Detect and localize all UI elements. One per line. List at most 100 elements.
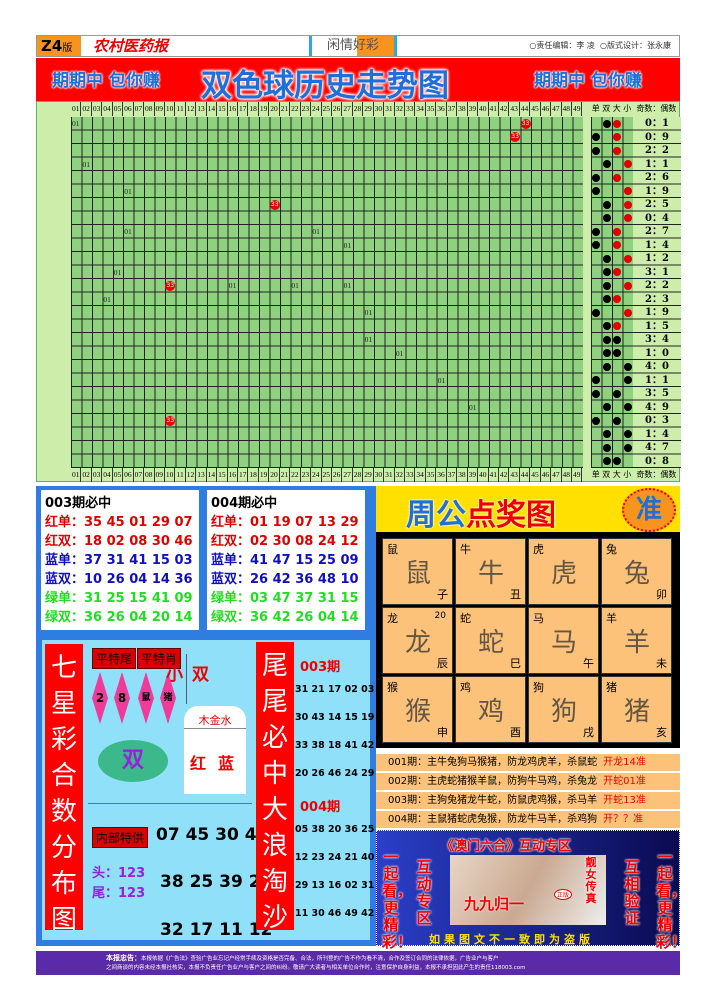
zodiac-name: 羊 bbox=[606, 612, 617, 625]
earthly-branch: 申 bbox=[437, 726, 448, 739]
column-header-number: 43 bbox=[509, 102, 520, 116]
pick-row: 蓝单：41 47 15 25 09 bbox=[211, 551, 365, 570]
black-dot bbox=[602, 362, 611, 371]
number-row: 11 30 46 49 42 bbox=[295, 908, 375, 919]
seven-star-panel: 七星彩合数分布图 平特尾 平特肖 2 8 鼠 猪 双 小 双 木金水 红 蓝 内… bbox=[42, 640, 374, 940]
black-dot bbox=[602, 430, 611, 439]
column-header-number: 41 bbox=[489, 468, 499, 482]
pick-label: 绿单： bbox=[45, 591, 85, 606]
black-dot bbox=[623, 362, 632, 371]
number-marker: 01 bbox=[364, 335, 373, 344]
column-header-number: 45 bbox=[530, 102, 541, 116]
big-small: 小 bbox=[166, 665, 183, 685]
red-dot bbox=[623, 214, 632, 223]
column-name: 闲情好彩 bbox=[309, 36, 397, 56]
black-dot bbox=[613, 457, 622, 466]
number-marker: 01 bbox=[72, 119, 80, 128]
column-header-number: 22 bbox=[290, 468, 301, 482]
pick-row: 蓝双：10 26 04 14 36 bbox=[45, 570, 199, 589]
prediction-result: 开？？准 bbox=[603, 814, 644, 825]
red-dot bbox=[613, 146, 622, 155]
zodiac-illustration: 猪 bbox=[624, 697, 651, 727]
red-label: 红 bbox=[190, 754, 207, 773]
pick-row: 红单：35 45 01 29 07 bbox=[45, 513, 199, 532]
column-header-number: 23 bbox=[301, 468, 312, 482]
pick-numbers: 36 42 26 04 14 bbox=[250, 610, 359, 625]
zodiac-diamond: 猪 bbox=[160, 672, 176, 724]
black-dot bbox=[592, 146, 601, 155]
black-dot bbox=[592, 389, 601, 398]
column-header-number: 36 bbox=[436, 468, 447, 482]
column-header-number: 14 bbox=[207, 468, 218, 482]
column-header-number: 06 bbox=[123, 102, 134, 116]
black-dot bbox=[623, 430, 632, 439]
column-header-number: 13 bbox=[196, 468, 207, 482]
ad-right-inner: 互相验证 bbox=[624, 858, 640, 927]
number-marker: 01 bbox=[124, 227, 132, 236]
pick-numbers: 41 47 15 25 09 bbox=[250, 553, 359, 568]
title-banner: 期期中 包你赚 双色球历史走势图 期期中 包你赚 bbox=[36, 58, 680, 104]
number-row: 33 38 18 41 42 bbox=[295, 740, 375, 751]
zhougong-title: 周公点奖图 bbox=[406, 490, 556, 534]
number-row: 30 43 14 15 19 bbox=[295, 712, 375, 723]
number-marker: 01 bbox=[82, 159, 90, 169]
slogan-right: 期期中 包你赚 bbox=[534, 71, 642, 91]
column-header-number: 16 bbox=[228, 468, 238, 482]
pick-row: 红双：18 02 08 30 46 bbox=[45, 532, 199, 551]
divider bbox=[88, 803, 252, 804]
column-header-number: 38 bbox=[457, 102, 468, 116]
column-header-number: 07 bbox=[134, 468, 145, 482]
column-header-number: 12 bbox=[186, 102, 197, 116]
column-header-number: 03 bbox=[92, 468, 103, 482]
black-dot bbox=[602, 160, 611, 169]
black-dot bbox=[592, 241, 601, 250]
ad-box[interactable]: 《澳门六合》互动专区 一起看，更精彩！ 互动专区 九九归一 正版 靓女传真 互相… bbox=[376, 830, 686, 951]
number-row: 12 23 24 21 40 bbox=[295, 852, 375, 863]
red-dot bbox=[613, 173, 622, 182]
ad-photo-text: 九九归一 bbox=[464, 895, 525, 913]
zodiac-cell-11: 猪猪亥 bbox=[601, 676, 672, 743]
column-header-number: 47 bbox=[551, 468, 562, 482]
zodiac-name: 虎 bbox=[533, 543, 544, 556]
odd-even-ratio: 1：0 bbox=[645, 347, 669, 359]
divider bbox=[186, 654, 187, 704]
column-header-number: 13 bbox=[196, 102, 207, 116]
red-dot bbox=[623, 254, 632, 263]
odd-even-ratio: 1：1 bbox=[645, 374, 669, 386]
accurate-badge: 准 bbox=[622, 488, 676, 532]
pick-box-004: 004期必中 红单：01 19 07 13 29 红双：02 30 08 24 12… bbox=[207, 490, 365, 630]
column-header-number: 22 bbox=[290, 102, 301, 116]
pick-numbers: 10 26 04 14 36 bbox=[84, 572, 193, 587]
ad-warning: 如果图文不一致即为盗版 bbox=[429, 933, 594, 946]
zodiac-illustration: 蛇 bbox=[478, 628, 505, 658]
column-header-number: 23 bbox=[301, 102, 312, 116]
odd-even-ratio: 1：5 bbox=[645, 320, 669, 332]
zhougong-header: 周公点奖图 准 bbox=[376, 486, 680, 534]
odd-even-ratio: 4：9 bbox=[645, 401, 669, 413]
pick-label: 蓝双： bbox=[45, 572, 85, 587]
black-dot bbox=[613, 416, 622, 425]
pick-label: 蓝单： bbox=[211, 553, 251, 568]
side-header: 小 bbox=[623, 104, 632, 113]
black-dot bbox=[623, 443, 632, 452]
parity-size-cells bbox=[591, 117, 633, 468]
zodiac-name: 狗 bbox=[533, 681, 544, 694]
black-dot bbox=[602, 295, 611, 304]
prediction-row: 003期：主狗兔猪龙牛蛇，防鼠虎鸡猴，杀马羊 开蛇13准 bbox=[376, 792, 680, 809]
black-dot bbox=[602, 268, 611, 277]
zodiac-cell-7: 羊羊未 bbox=[601, 607, 672, 674]
column-header-number: 46 bbox=[541, 102, 552, 116]
odd-even-ratio: 2：2 bbox=[645, 280, 669, 291]
pick-label: 红单： bbox=[211, 515, 251, 530]
zodiac-illustration: 羊 bbox=[624, 628, 651, 658]
column-header-number: 11 bbox=[175, 468, 186, 482]
zodiac-cell-3: 兔兔卯 bbox=[601, 538, 672, 605]
element-card: 木金水 红 蓝 bbox=[184, 706, 246, 794]
number-marker: 01 bbox=[103, 294, 111, 304]
column-header-number: 45 bbox=[530, 468, 541, 482]
column-header-number: 42 bbox=[499, 468, 510, 482]
black-dot bbox=[623, 403, 632, 412]
earthly-branch: 辰 bbox=[437, 657, 448, 670]
zodiac-cell-8: 猴猴申 bbox=[382, 676, 453, 743]
spacer bbox=[582, 102, 590, 116]
